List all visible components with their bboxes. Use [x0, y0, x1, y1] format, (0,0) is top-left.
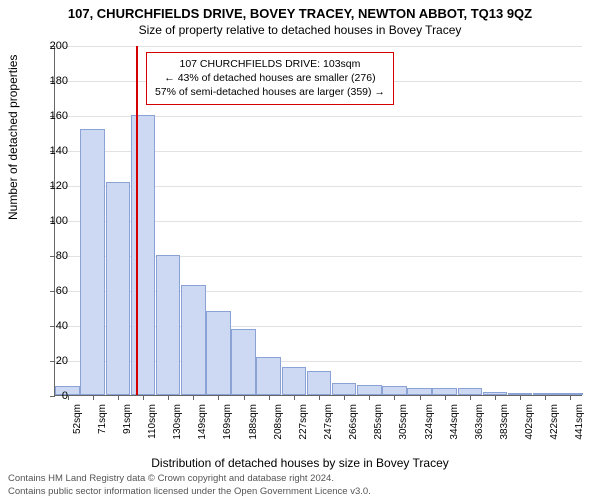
xtick-mark: [545, 395, 546, 400]
xtick-label: 266sqm: [348, 404, 359, 440]
histogram-bar: [357, 385, 382, 396]
histogram-bar: [382, 386, 407, 395]
histogram-bar: [432, 388, 457, 395]
xtick-label: 71sqm: [97, 404, 108, 434]
ytick-label: 60: [28, 285, 68, 297]
reference-line: [136, 46, 138, 395]
histogram-bar: [458, 388, 483, 395]
histogram-bar: [106, 182, 131, 396]
xtick-label: 91sqm: [122, 404, 133, 434]
xtick-label: 130sqm: [172, 404, 183, 440]
xtick-label: 422sqm: [549, 404, 560, 440]
ytick-label: 120: [28, 180, 68, 192]
xtick-mark: [269, 395, 270, 400]
xtick-mark: [394, 395, 395, 400]
chart-subtitle: Size of property relative to detached ho…: [0, 21, 600, 41]
ytick-label: 200: [28, 40, 68, 52]
plot-area: 52sqm71sqm91sqm110sqm130sqm149sqm169sqm1…: [54, 46, 582, 396]
ytick-label: 140: [28, 145, 68, 157]
chart-container: 107, CHURCHFIELDS DRIVE, BOVEY TRACEY, N…: [0, 0, 600, 500]
xtick-label: 344sqm: [449, 404, 460, 440]
histogram-bar: [80, 129, 105, 395]
ytick-label: 40: [28, 320, 68, 332]
xtick-label: 305sqm: [398, 404, 409, 440]
ytick-label: 0: [28, 390, 68, 402]
xtick-label: 363sqm: [474, 404, 485, 440]
xtick-mark: [570, 395, 571, 400]
footer-line1: Contains HM Land Registry data © Crown c…: [8, 473, 371, 485]
xtick-mark: [218, 395, 219, 400]
xtick-label: 441sqm: [574, 404, 585, 440]
xtick-label: 52sqm: [72, 404, 83, 434]
xtick-mark: [168, 395, 169, 400]
histogram-bar: [206, 311, 231, 395]
footer-line2: Contains public sector information licen…: [8, 486, 371, 498]
annotation-line: 107 CHURCHFIELDS DRIVE: 103sqm: [155, 57, 385, 71]
histogram-bar: [181, 285, 206, 395]
xtick-mark: [294, 395, 295, 400]
xtick-mark: [319, 395, 320, 400]
histogram-bar: [307, 371, 332, 396]
footer-attribution: Contains HM Land Registry data © Crown c…: [8, 473, 371, 498]
ytick-label: 20: [28, 355, 68, 367]
xtick-label: 324sqm: [424, 404, 435, 440]
xtick-label: 247sqm: [323, 404, 334, 440]
histogram-bar: [231, 329, 256, 396]
gridline: [55, 46, 582, 47]
histogram-bar: [282, 367, 307, 395]
y-axis-label: Number of detached properties: [6, 55, 20, 220]
xtick-mark: [244, 395, 245, 400]
xtick-label: 149sqm: [197, 404, 208, 440]
xtick-mark: [193, 395, 194, 400]
xtick-label: 110sqm: [147, 404, 158, 439]
histogram-bar: [256, 357, 281, 396]
ytick-label: 160: [28, 110, 68, 122]
ytick-label: 80: [28, 250, 68, 262]
xtick-mark: [143, 395, 144, 400]
xtick-mark: [93, 395, 94, 400]
xtick-mark: [470, 395, 471, 400]
xtick-mark: [495, 395, 496, 400]
xtick-mark: [445, 395, 446, 400]
xtick-label: 169sqm: [222, 404, 233, 440]
xtick-mark: [420, 395, 421, 400]
xtick-mark: [369, 395, 370, 400]
xtick-mark: [118, 395, 119, 400]
xtick-label: 188sqm: [248, 404, 259, 440]
xtick-mark: [520, 395, 521, 400]
annotation-line: ← 43% of detached houses are smaller (27…: [155, 71, 385, 85]
xtick-label: 227sqm: [298, 404, 309, 440]
histogram-bar: [332, 383, 357, 395]
annotation-box: 107 CHURCHFIELDS DRIVE: 103sqm← 43% of d…: [146, 52, 394, 105]
xtick-label: 383sqm: [499, 404, 510, 440]
chart-title: 107, CHURCHFIELDS DRIVE, BOVEY TRACEY, N…: [0, 0, 600, 21]
histogram-bar: [131, 115, 156, 395]
annotation-line: 57% of semi-detached houses are larger (…: [155, 85, 385, 99]
ytick-label: 100: [28, 215, 68, 227]
xtick-mark: [344, 395, 345, 400]
ytick-label: 180: [28, 75, 68, 87]
xtick-label: 402sqm: [524, 404, 535, 440]
xtick-label: 208sqm: [273, 404, 284, 440]
histogram-bar: [156, 255, 181, 395]
x-axis-label: Distribution of detached houses by size …: [0, 456, 600, 470]
histogram-bar: [407, 388, 432, 395]
xtick-label: 285sqm: [373, 404, 384, 440]
